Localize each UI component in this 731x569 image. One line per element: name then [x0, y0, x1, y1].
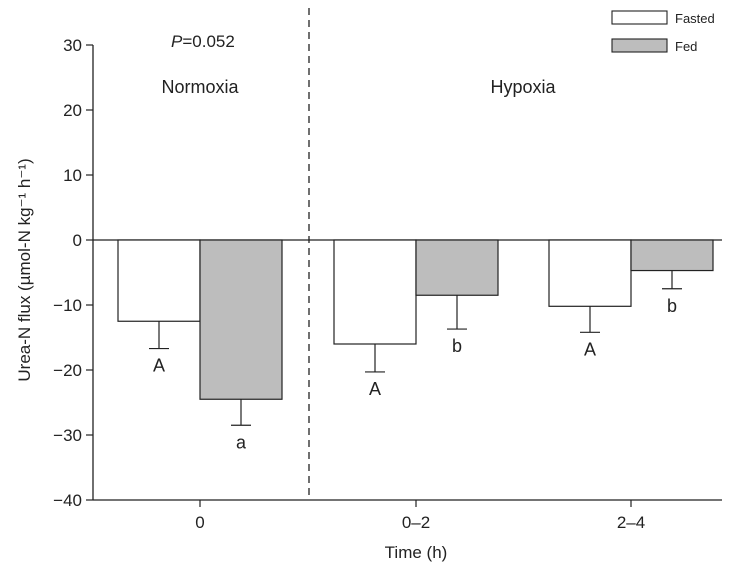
x-tick-label: 2–4	[617, 513, 645, 532]
significance-letter: b	[667, 296, 677, 316]
y-axis: −40 −30 −20 −10 0 10 20 30	[53, 36, 94, 510]
y-tick-label: −40	[53, 491, 82, 510]
y-tick-label: −30	[53, 426, 82, 445]
significance-letter: a	[236, 432, 247, 452]
p-value-symbol: P	[171, 32, 183, 51]
x-tick-label: 0	[195, 513, 204, 532]
legend: Fasted Fed	[611, 10, 715, 54]
legend-swatch-fed	[611, 38, 668, 53]
legend-swatch-fasted	[611, 10, 668, 25]
significance-letters-layer: A A Aa b b	[153, 296, 677, 453]
significance-letter: b	[452, 336, 462, 356]
bar-fasted	[548, 239, 632, 307]
y-tick-label: 10	[63, 166, 82, 185]
y-tick-label: 20	[63, 101, 82, 120]
bar-fed	[199, 239, 283, 400]
bars-layer	[117, 239, 714, 400]
significance-letter: A	[153, 356, 165, 376]
y-tick-label: 0	[73, 231, 82, 250]
error-bars-layer	[149, 270, 682, 426]
legend-label-fasted: Fasted	[675, 11, 715, 26]
bar-fasted	[117, 239, 201, 322]
panel-label-normoxia: Normoxia	[161, 77, 239, 97]
y-tick-label: 30	[63, 36, 82, 55]
y-tick-label: −10	[53, 296, 82, 315]
significance-letter: A	[584, 339, 596, 359]
bar-fed	[630, 239, 714, 272]
x-tick-label: 0–2	[402, 513, 430, 532]
significance-letter: A	[369, 379, 381, 399]
p-value-text: =0.052	[182, 32, 234, 51]
y-tick-label: −20	[53, 361, 82, 380]
panel-label-hypoxia: Hypoxia	[490, 77, 556, 97]
y-axis-title: Urea-N flux (µmol-N kg⁻¹ h⁻¹)	[15, 158, 34, 381]
legend-label-fed: Fed	[675, 39, 697, 54]
x-axis-title: Time (h)	[385, 543, 448, 562]
p-value-annotation: P=0.052	[171, 32, 235, 51]
x-axis: 0 0–2 2–4	[93, 499, 722, 532]
bar-fasted	[333, 239, 417, 345]
bar-fed	[415, 239, 499, 296]
